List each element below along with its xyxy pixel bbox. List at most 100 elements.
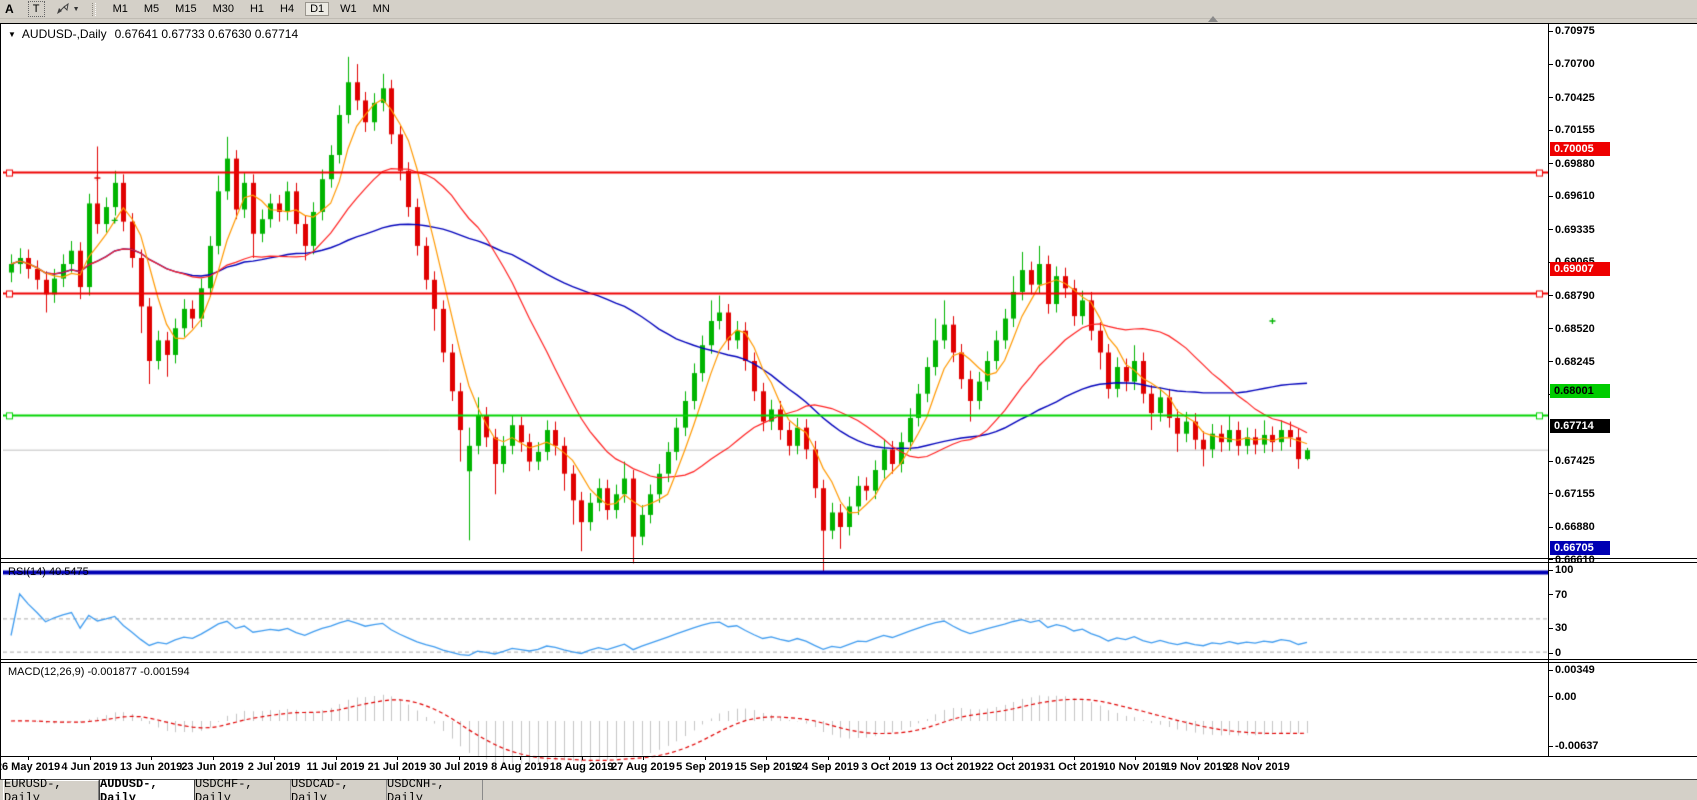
price-axis-tick: [1548, 559, 1553, 561]
price-axis-tick: [1548, 295, 1553, 297]
macd-panel-canvas[interactable]: [3, 687, 1549, 779]
chart-tab-usdchf[interactable]: USDCHF-, Daily: [195, 777, 291, 800]
date-axis-label: 3 Oct 2019: [861, 761, 917, 773]
date-axis-tick: [766, 756, 767, 760]
timeframe-button-d1[interactable]: D1: [305, 2, 330, 16]
rsi-axis-label: 30: [1555, 622, 1568, 635]
date-axis-tick: [89, 756, 91, 760]
cursor-arrows-icon: [56, 2, 69, 14]
date-axis-label: 31 Oct 2019: [1042, 761, 1105, 773]
price-axis-label: 0.70425: [1555, 91, 1595, 104]
date-axis-label: 8 Aug 2019: [491, 761, 549, 773]
date-axis-label: 27 Aug 2019: [611, 761, 675, 773]
price-axis-tick: [1548, 493, 1553, 495]
price-axis-tick: [1548, 163, 1553, 165]
toolbar-separator: [91, 2, 96, 16]
macd-axis-tick: [1548, 745, 1553, 747]
panel-separator[interactable]: [1, 659, 1697, 660]
symbol-dropdown-icon[interactable]: ▼: [8, 29, 16, 39]
date-axis-label: 15 Sep 2019: [734, 761, 798, 773]
rsi-axis-label: 0: [1555, 647, 1562, 659]
date-axis-tick: [1258, 756, 1259, 760]
date-axis-label: 21 Jul 2019: [367, 761, 427, 773]
rsi-panel-canvas[interactable]: [3, 587, 1549, 682]
rsi-axis-tick: [1548, 594, 1553, 596]
date-axis-tick: [458, 756, 460, 760]
chart-tab-bar: EURUSD-, Daily AUDUSD-, Daily USDCHF-, Dai…: [0, 777, 1697, 800]
timeframe-button-m15[interactable]: M15: [175, 3, 197, 15]
date-axis-tick: [520, 756, 521, 760]
date-axis-label: 11 Jul 2019: [306, 761, 365, 773]
panel-separator[interactable]: [1, 558, 1697, 559]
date-axis-tick: [704, 756, 706, 760]
arrange-label: A: [5, 2, 14, 16]
timeframe-button-mn[interactable]: MN: [372, 3, 390, 15]
price-axis-label: 0.68245: [1555, 355, 1595, 368]
macd-axis-label: -0.00637: [1555, 740, 1599, 753]
current-price-badge: 0.67714: [1550, 419, 1610, 434]
price-axis-label: 0.66880: [1555, 521, 1595, 534]
price-axis-label: 0.70155: [1555, 124, 1595, 137]
date-axis-label: 2 Jul 2019: [247, 761, 301, 773]
timeframe-buttons: M1 M5 M15 M30 H1 H4 D1 W1 MN: [105, 2, 398, 16]
timeframe-button-h4[interactable]: H4: [280, 3, 295, 15]
date-axis-label: 28 Nov 2019: [1226, 761, 1290, 773]
chart-shift-marker-icon[interactable]: [1208, 16, 1218, 22]
date-axis-label: 13 Oct 2019: [919, 761, 982, 773]
chart-ohlc-quote: 0.67641 0.67733 0.67630 0.67714: [114, 27, 299, 41]
date-axis-tick: [1012, 756, 1013, 760]
date-axis-tick: [28, 756, 29, 760]
price-axis-tick: [1548, 361, 1553, 363]
date-axis-tick: [1073, 756, 1075, 760]
rsi-axis-tick: [1548, 569, 1553, 571]
date-axis-tick: [643, 756, 644, 760]
date-axis-line: [1, 756, 1697, 757]
price-axis-label: 0.68520: [1555, 322, 1595, 335]
price-line-badge: 0.69007: [1550, 262, 1610, 277]
date-axis-tick: [827, 756, 829, 760]
price-axis-tick: [1548, 30, 1553, 32]
macd-axis-label: 0.00: [1555, 690, 1577, 703]
price-axis-tick: [1548, 97, 1553, 99]
chart-title: ▼ AUDUSD-,Daily 0.67641 0.67733 0.67630 …: [8, 27, 298, 41]
price-axis-line: [1548, 24, 1549, 756]
macd-indicator-label: MACD(12,26,9) -0.001877 -0.001594: [8, 666, 190, 678]
timeframe-button-m30[interactable]: M30: [212, 3, 234, 15]
timeframe-button-m1[interactable]: M1: [112, 3, 128, 15]
price-axis-tick: [1548, 63, 1553, 65]
timeframe-button-m5[interactable]: M5: [143, 3, 160, 15]
date-axis-tick: [397, 756, 398, 760]
date-axis-tick: [335, 756, 337, 760]
date-axis-tick: [151, 756, 152, 760]
price-line-badge: 0.70005: [1550, 141, 1610, 156]
chart-tab-audusd[interactable]: AUDUSD-, Daily: [99, 777, 195, 800]
macd-axis-label: 0.00349: [1555, 664, 1595, 676]
main-chart-canvas[interactable]: [3, 48, 1549, 581]
rsi-axis-tick: [1548, 627, 1553, 629]
date-axis-label: 5 Sep 2019: [676, 761, 733, 773]
date-axis-tick: [1196, 756, 1198, 760]
toolbar: A T ▼ M1 M5 M15 M30 H1 H4 D1 W1 MN: [0, 0, 1697, 19]
chart-tab-eurusd[interactable]: EURUSD-, Daily: [3, 777, 99, 800]
price-axis-label: 0.69880: [1555, 157, 1595, 170]
chart-tab-usdcnh[interactable]: USDCNH-, Daily: [387, 777, 483, 800]
price-axis-tick: [1548, 261, 1553, 263]
price-line-badge: 0.66705: [1550, 541, 1610, 556]
date-axis-label: 26 May 2019: [0, 761, 61, 773]
price-axis-label: 0.68790: [1555, 289, 1595, 302]
date-axis-tick: [889, 756, 890, 760]
timeframe-button-h1[interactable]: H1: [249, 3, 265, 15]
date-axis-label: 30 Jul 2019: [429, 761, 488, 773]
price-axis-label: 0.69610: [1555, 190, 1595, 203]
macd-axis-tick: [1548, 669, 1553, 671]
timeframe-button-w1[interactable]: W1: [340, 3, 357, 15]
arrow-tools-button[interactable]: ▼: [55, 2, 80, 16]
rsi-axis-label: 100: [1555, 564, 1574, 576]
price-axis-label: 0.70700: [1555, 58, 1595, 71]
price-line-badge: 0.68001: [1550, 384, 1610, 399]
price-axis-label: 0.70975: [1555, 25, 1595, 37]
chart-tab-usdcad[interactable]: USDCAD-, Daily: [291, 777, 387, 800]
price-axis-tick: [1548, 526, 1553, 528]
text-tool-button[interactable]: T: [27, 1, 45, 17]
chart-area: [0, 23, 1697, 779]
